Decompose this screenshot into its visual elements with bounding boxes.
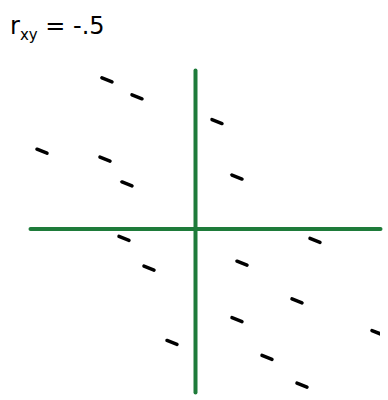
point [310, 238, 320, 242]
point [292, 299, 302, 303]
point [122, 182, 132, 186]
x-axis [31, 229, 381, 230]
point [119, 236, 129, 240]
title: rxy = -.5 [10, 12, 105, 44]
point [372, 331, 380, 335]
point [262, 355, 272, 359]
point [100, 157, 110, 161]
point [37, 149, 47, 153]
y-axis-line [194, 71, 198, 393]
point [144, 266, 154, 270]
points [37, 78, 380, 387]
x-axis-line [31, 227, 381, 231]
chart: rxy = -.5 [0, 0, 388, 400]
point [232, 318, 242, 322]
y-axis [195, 71, 196, 393]
point [297, 383, 307, 387]
point [132, 95, 142, 99]
point [232, 175, 242, 179]
point [212, 120, 222, 124]
point [237, 261, 247, 265]
point [167, 340, 177, 344]
point [102, 78, 112, 82]
